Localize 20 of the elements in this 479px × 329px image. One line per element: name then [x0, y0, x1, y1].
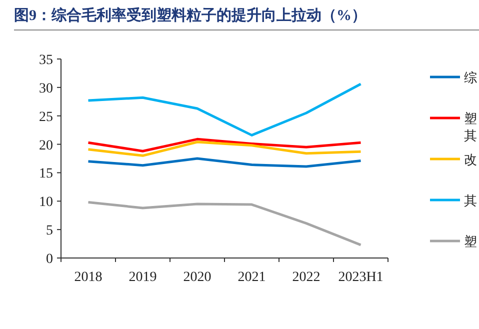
legend-label: 塑其 — [464, 111, 477, 143]
x-tick-label: 2022 — [292, 270, 320, 285]
legend-label: 综 — [464, 70, 477, 85]
y-tick-label: 0 — [46, 252, 53, 267]
legend-label: 其 — [464, 193, 477, 208]
y-tick-label: 30 — [39, 81, 53, 96]
y-tick-label: 35 — [39, 53, 53, 68]
y-tick-label: 10 — [39, 195, 53, 210]
legend-label: 改 — [464, 152, 477, 167]
x-tick-label: 2020 — [183, 270, 212, 285]
x-tick-label: 2023H1 — [338, 270, 384, 285]
x-tick-label: 2021 — [238, 270, 266, 285]
y-tick-label: 20 — [39, 138, 53, 154]
title: 图9：综合毛利率受到塑料粒子的提升向上拉动（%） — [14, 8, 366, 24]
y-tick-label: 25 — [39, 110, 53, 125]
legend-label: 塑 — [464, 234, 477, 249]
y-tick-label: 15 — [39, 166, 53, 182]
x-tick-label: 2019 — [128, 270, 157, 285]
y-tick-label: 5 — [46, 224, 53, 239]
x-tick-label: 2018 — [74, 270, 102, 285]
